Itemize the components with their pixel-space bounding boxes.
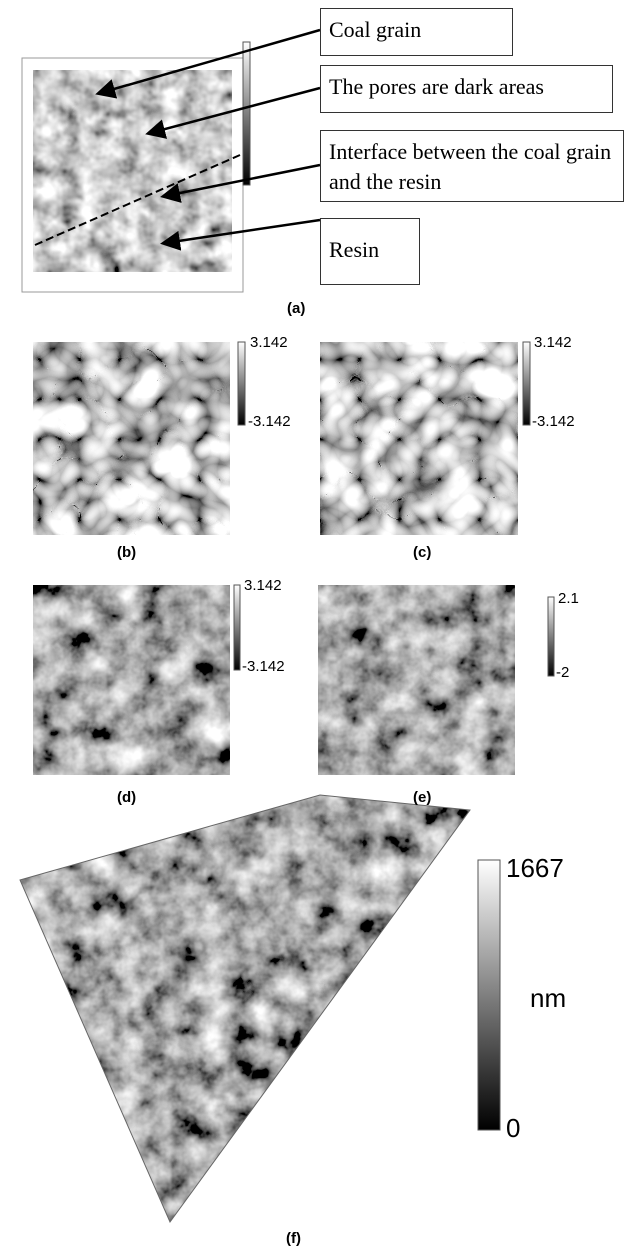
image-e <box>318 585 515 775</box>
colorbar-max: 3.142 <box>534 334 572 351</box>
image-c <box>320 342 518 535</box>
colorbar <box>238 342 245 425</box>
panel-label: (a) <box>287 300 305 317</box>
colorbar <box>478 860 500 1130</box>
panel-label: (f) <box>286 1230 301 1247</box>
colorbar <box>243 42 250 185</box>
colorbar-min: -3.142 <box>248 413 291 430</box>
annotation: Resin <box>320 218 420 285</box>
colorbar-min: 0 <box>506 1113 520 1144</box>
figure: Coal grain The pores are dark areas Inte… <box>0 0 624 1253</box>
panel-label: (c) <box>413 544 431 561</box>
colorbar <box>234 585 240 670</box>
colorbar-max: 1667 <box>506 853 564 884</box>
colorbar <box>548 597 554 676</box>
annotation: The pores are dark areas <box>320 65 613 113</box>
image-b <box>33 342 230 535</box>
panel-label: (e) <box>413 789 431 806</box>
annotation: Interface between the coal grain and the… <box>320 130 624 202</box>
colorbar-min: -3.142 <box>242 658 285 675</box>
colorbar-max: 3.142 <box>244 577 282 594</box>
colorbar-max: 2.1 <box>558 590 579 607</box>
colorbar-unit: nm <box>530 983 566 1014</box>
annotation: Coal grain <box>320 8 513 56</box>
panel-label: (b) <box>117 544 136 561</box>
colorbar-min: -3.142 <box>532 413 575 430</box>
colorbar <box>523 342 530 425</box>
panel-label: (d) <box>117 789 136 806</box>
colorbar-min: -2 <box>556 664 569 681</box>
image-d <box>33 585 230 775</box>
surface-3d <box>20 795 470 1222</box>
colorbar-max: 3.142 <box>250 334 288 351</box>
